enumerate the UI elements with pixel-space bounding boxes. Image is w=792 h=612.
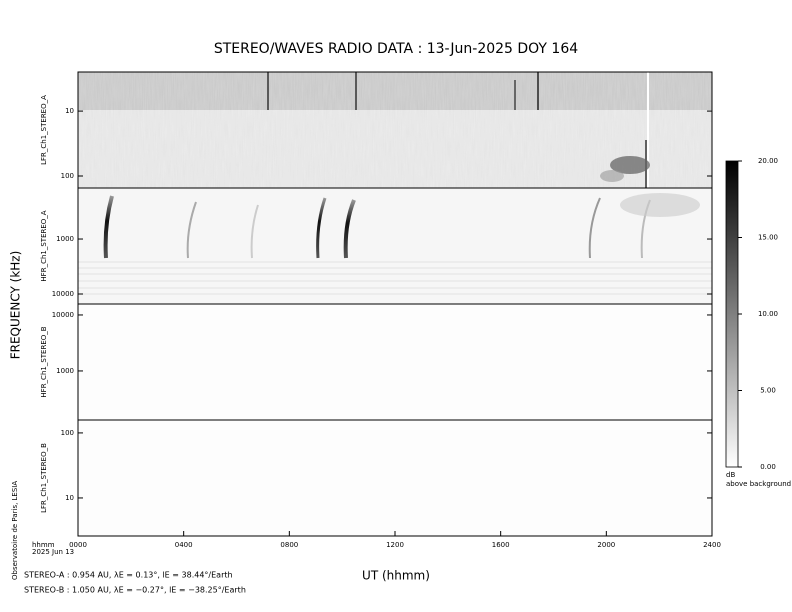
y-tick-label: 10	[65, 494, 74, 502]
colorbar	[725, 160, 739, 468]
y-tick-label: 10000	[52, 311, 74, 319]
y-tick-label: 100	[61, 172, 74, 180]
note: STEREO-A : 0.954 AU, λE = 0.13°, lE = 38…	[24, 571, 233, 580]
colorbar-tick-label: 20.00	[758, 157, 778, 165]
y-tick-label: 1000	[56, 235, 74, 243]
x-tick-label: 1600	[492, 541, 510, 549]
colorbar-unit: dB	[726, 471, 735, 479]
x-axis-label: UT (hhmm)	[362, 569, 430, 583]
x-tick-label: 2000	[597, 541, 615, 549]
x-tick-label: 0800	[280, 541, 298, 549]
x-tick-label: 1200	[386, 541, 404, 549]
y-axis-label: FREQUENCY (kHz)	[9, 251, 23, 360]
panel-label: LFR_Ch1_STEREO_A	[40, 95, 48, 165]
credit: Observatoire de Paris, LESIA	[11, 481, 19, 580]
colorbar-label: above background	[726, 480, 791, 488]
y-tick-label: 1000	[56, 367, 74, 375]
y-tick-label: 100	[61, 429, 74, 437]
y-tick-label: 10000	[52, 290, 74, 298]
x-tick-label: 0000	[69, 541, 87, 549]
x-tick-label: 0400	[175, 541, 193, 549]
y-tick-label: 10	[65, 107, 74, 115]
date: 2025 Jun 13	[32, 548, 74, 556]
chart-title: STEREO/WAVES RADIO DATA : 13-Jun-2025 DO…	[214, 41, 578, 57]
panel-label: HFR_Ch1_STEREO_A	[40, 210, 48, 281]
time-unit: hhmm	[32, 541, 55, 549]
x-tick-label: 2400	[703, 541, 721, 549]
colorbar-tick-label: 10.00	[758, 310, 778, 318]
panel-label: HFR_Ch1_STEREO_B	[40, 326, 48, 397]
colorbar-tick-label: 0.00	[760, 463, 776, 471]
colorbar-tick-label: 5.00	[760, 387, 776, 395]
note: STEREO-B : 1.050 AU, λE = −0.27°, lE = −…	[24, 586, 246, 595]
colorbar-tick-label: 15.00	[758, 234, 778, 242]
panel-label: LFR_Ch1_STEREO_B	[40, 443, 48, 513]
